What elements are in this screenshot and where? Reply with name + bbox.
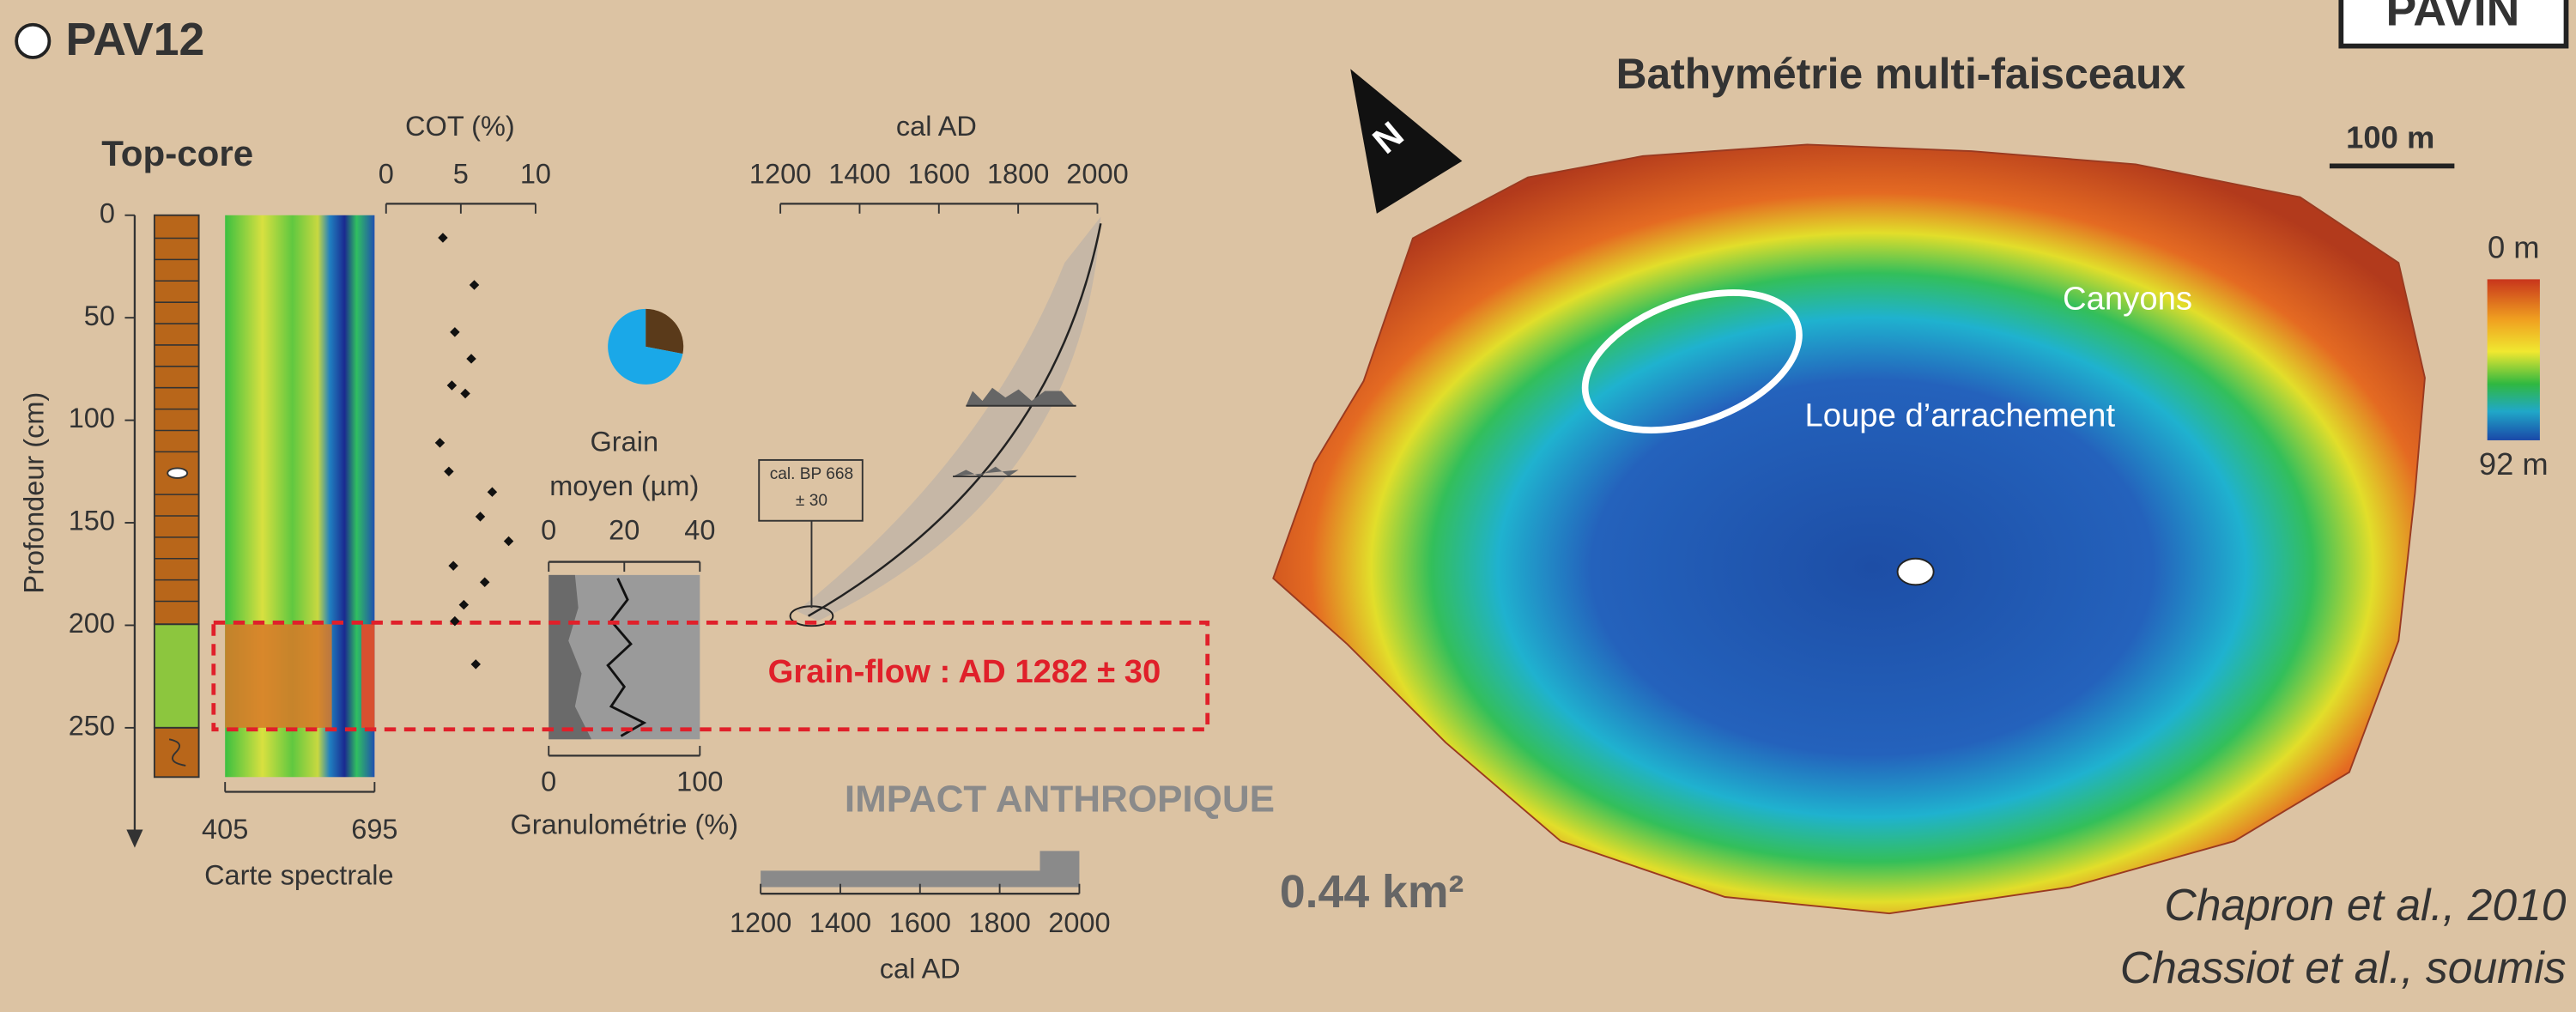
cot-point [466,354,476,364]
cot-point [479,577,490,588]
age-tick-label: 2000 [1066,158,1128,189]
age-model [758,216,1102,627]
map-title: Bathymétrie multi-faisceaux [1616,50,2186,98]
age-tick-label: 1400 [828,158,890,189]
spectral-tick-label: 695 [351,814,397,845]
north-arrow [1350,69,1463,214]
cot-point [458,599,470,610]
grain-label-1: Grain [591,426,659,457]
cot-point [470,659,482,670]
spectral-map [225,215,375,778]
cot-point [448,561,458,571]
lake-box [2338,0,2569,49]
cot-label: COT (%) [405,111,515,142]
impact-tick-label: 1600 [889,907,951,938]
lake: PAVIN [2386,0,2520,35]
date-label-1: cal. BP 668 [770,465,853,483]
impact-tick-label: 1800 [968,907,1030,938]
cot-point [450,327,460,337]
cot-point [503,536,514,547]
depth-bottom: 92 m [2479,446,2549,482]
core-location [1896,557,1935,586]
spectral-label: Carte spectrale [204,860,393,891]
cot-point [460,388,470,399]
event-box [211,620,1210,732]
depth-top: 0 m [2488,230,2540,265]
scar-outline [1581,289,1803,433]
depth-tick-label: 150 [69,506,115,536]
cot-tick-label: 5 [453,158,469,189]
cot-point [446,380,458,391]
cot-point [438,233,448,243]
granulo-tick-label: 100 [676,767,723,797]
impact-tick-label: 1200 [730,907,791,938]
credit-1: Chapron et al., 2010 [2164,880,2566,930]
depth-tick-label: 250 [69,710,115,741]
impact-tick-label: 1400 [809,907,871,938]
date-label-2: ± 30 [796,492,827,510]
core-title: Top-core [101,133,253,173]
credit-2: Chassiot et al., soumis [2120,942,2567,992]
cot-point [434,438,445,448]
site: PAV12 [66,14,205,65]
impact-tick-label: 2000 [1048,907,1110,938]
age-tick-label: 1600 [908,158,970,189]
depth-arrow [126,829,143,848]
site-icon [15,22,52,59]
scale-label: 100 m [2346,119,2434,155]
granulo-tick-label: 0 [541,767,556,797]
event-label: Grain-flow : AD 1282 ± 30 [768,653,1161,690]
cot-tick-label: 10 [520,158,551,189]
pie-slice [646,308,684,355]
depth-tick-label: 50 [84,300,115,331]
depth-tick-label: 0 [100,197,115,228]
depth-tick-label: 200 [69,608,115,639]
depth-label: Profondeur (cm) [19,392,50,594]
core-log [153,214,200,779]
grain-tick-label: 20 [609,515,639,546]
age-label: cal AD [896,111,977,142]
cot-point [444,466,454,477]
grain-label-2: moyen (µm) [549,470,699,501]
impact-bar [761,851,1080,888]
impact-label: cal AD [880,954,961,985]
grain-tick-label: 0 [541,515,556,546]
grain-tick-label: 40 [684,515,715,546]
depth-colorbar [2487,279,2540,440]
cot-point [469,280,480,290]
granulo-label: Granulométrie (%) [510,809,738,839]
spectral-tick-label: 405 [202,814,248,845]
cot-point [487,487,498,497]
pie-slice [608,308,683,385]
cot-point [475,512,486,522]
cot-tick-label: 0 [379,158,394,189]
age-tick-label: 1200 [749,158,811,189]
age-tick-label: 1800 [987,158,1049,189]
pie-chart [608,308,684,385]
granulometry-plot [549,574,700,740]
bathymetry-map [1272,143,2426,915]
impact-title: IMPACT ANTHROPIQUE [845,779,1275,821]
area-label: 0.44 km² [1280,866,1464,918]
canyons-label: Canyons [2063,280,2192,317]
scar-label: Loupe d’arrachement [1804,397,2115,433]
depth-tick-label: 100 [69,403,115,433]
